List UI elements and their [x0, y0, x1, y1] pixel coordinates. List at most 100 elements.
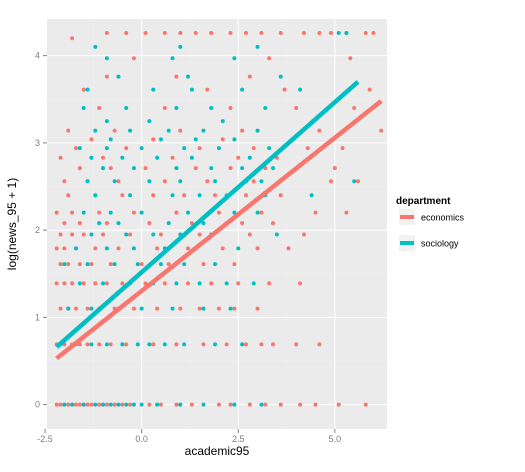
point-economics [85, 402, 90, 407]
point-economics [93, 246, 98, 251]
point-economics [77, 166, 82, 171]
point-sociology [197, 281, 202, 286]
point-sociology [62, 262, 67, 267]
point-economics [158, 402, 163, 407]
point-sociology [73, 246, 78, 251]
point-economics [104, 402, 109, 407]
point-sociology [120, 155, 125, 160]
point-sociology [213, 262, 218, 267]
point-sociology [147, 342, 152, 347]
point-economics [209, 281, 214, 286]
point-sociology [186, 210, 191, 215]
point-economics [332, 166, 337, 171]
point-sociology [89, 232, 94, 237]
point-economics [151, 342, 156, 347]
point-sociology [189, 87, 194, 92]
point-economics [85, 306, 90, 311]
point-economics [220, 137, 225, 142]
point-sociology [209, 105, 214, 110]
point-economics [89, 137, 94, 142]
point-economics [131, 306, 136, 311]
point-economics [251, 146, 256, 151]
point-sociology [104, 246, 109, 251]
y-tick-label: 3 [35, 138, 40, 148]
point-economics [54, 246, 59, 251]
point-sociology [93, 128, 98, 133]
point-sociology [170, 306, 175, 311]
point-sociology [201, 128, 206, 133]
point-economics [93, 281, 98, 286]
point-economics [54, 210, 59, 215]
point-economics [328, 179, 333, 184]
point-economics [104, 221, 109, 226]
y-tick-label: 4 [35, 51, 40, 61]
point-economics [255, 306, 260, 311]
point-economics [147, 221, 152, 226]
y-tick-label: 1 [35, 312, 40, 322]
point-economics [182, 193, 187, 198]
point-economics [243, 193, 248, 198]
point-sociology [128, 193, 133, 198]
fit-line-economics [55, 99, 383, 361]
point-economics [317, 342, 322, 347]
point-sociology [101, 166, 106, 171]
point-economics [62, 281, 67, 286]
point-sociology [170, 193, 175, 198]
point-sociology [66, 306, 71, 311]
point-economics [371, 30, 376, 35]
point-economics [85, 342, 90, 347]
legend: department economics sociology [396, 196, 465, 251]
point-economics [228, 166, 233, 171]
point-sociology [344, 30, 349, 35]
point-economics [301, 232, 306, 237]
point-economics [174, 210, 179, 215]
point-sociology [189, 155, 194, 160]
point-sociology [93, 44, 98, 49]
point-economics [197, 146, 202, 151]
point-economics [301, 30, 306, 35]
point-sociology [213, 179, 218, 184]
point-economics [251, 179, 256, 184]
point-sociology [255, 44, 260, 49]
point-economics [147, 402, 152, 407]
point-sociology [147, 179, 152, 184]
point-sociology [131, 402, 136, 407]
point-economics [259, 342, 264, 347]
point-sociology [116, 402, 121, 407]
point-sociology [166, 221, 171, 226]
point-economics [174, 402, 179, 407]
point-economics [232, 306, 237, 311]
point-economics [197, 306, 202, 311]
point-economics [220, 246, 225, 251]
point-sociology [240, 342, 245, 347]
point-economics [336, 402, 341, 407]
point-economics [286, 246, 291, 251]
point-economics [348, 56, 353, 61]
point-economics [81, 87, 86, 92]
point-sociology [336, 30, 341, 35]
point-sociology [131, 246, 136, 251]
point-economics [108, 262, 113, 267]
point-sociology [259, 179, 264, 184]
point-sociology [85, 262, 90, 267]
point-sociology [116, 74, 121, 79]
point-sociology [124, 232, 129, 237]
point-economics [131, 56, 136, 61]
point-economics [209, 30, 214, 35]
point-sociology [85, 179, 90, 184]
point-economics [263, 402, 268, 407]
point-sociology [232, 402, 237, 407]
y-tick-label: 2 [35, 225, 40, 235]
point-economics [116, 246, 121, 251]
point-economics [81, 232, 86, 237]
point-economics [143, 166, 148, 171]
point-sociology [85, 87, 90, 92]
point-economics [278, 193, 283, 198]
point-economics [73, 146, 78, 151]
x-axis-title: academic95 [185, 444, 250, 458]
point-economics [267, 56, 272, 61]
point-sociology [263, 105, 268, 110]
point-economics [158, 232, 163, 237]
point-sociology [178, 402, 183, 407]
